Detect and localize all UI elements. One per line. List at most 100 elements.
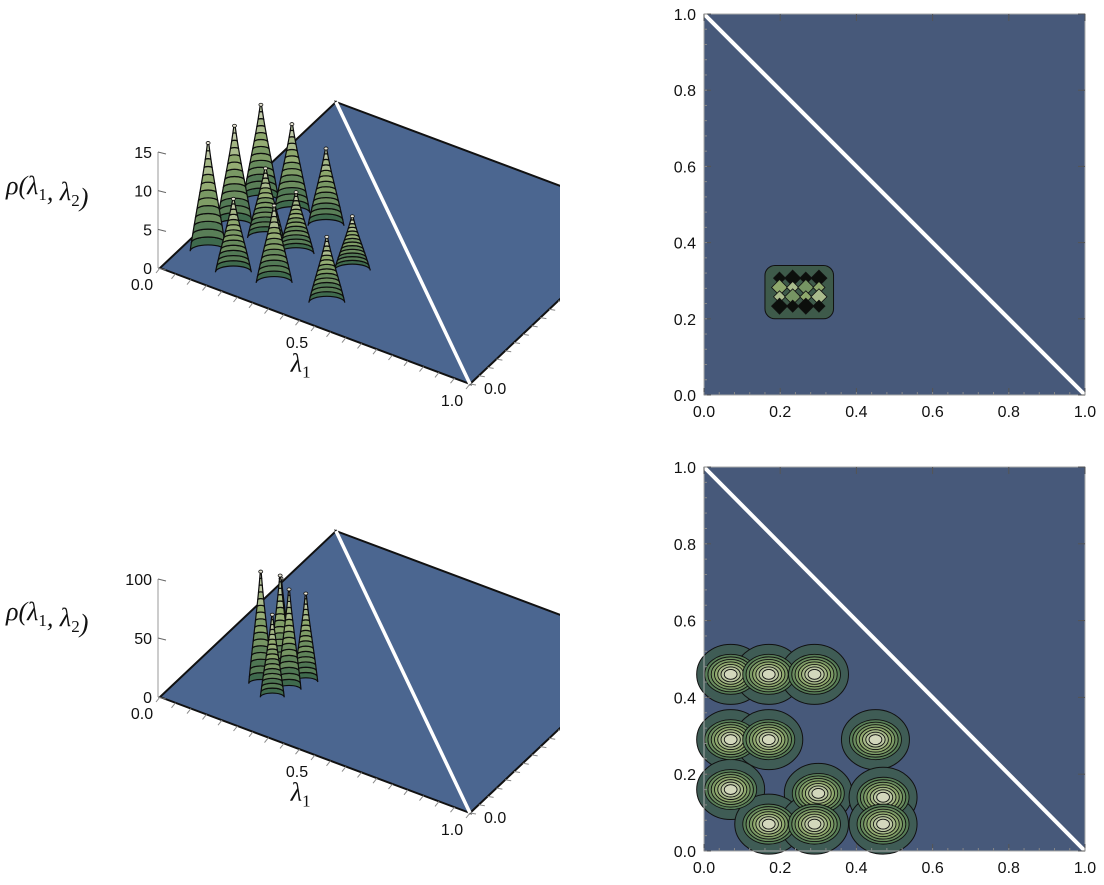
y-tick-label: 1.0 <box>674 460 696 477</box>
x-minor-tick <box>388 354 393 361</box>
y-tick-label: 0.0 <box>484 810 506 827</box>
y-minor-tick <box>513 342 521 344</box>
peak-band <box>254 611 267 621</box>
contour-peak <box>788 803 841 845</box>
x-minor-tick <box>372 348 378 355</box>
x-tick-label: 0.0 <box>131 277 153 294</box>
x-minor-tick <box>155 267 161 274</box>
peak-tip <box>271 203 277 208</box>
x-tick-label: 1.0 <box>441 822 463 839</box>
density-peak <box>293 591 319 683</box>
x-minor-tick <box>450 806 455 813</box>
contour-level <box>761 734 776 746</box>
y-tick-label: 0.2 <box>674 767 696 784</box>
peak-band <box>229 139 240 150</box>
x-axis-label: λ1 <box>290 349 311 382</box>
z-axis-label: ρ(λ1, λ2) <box>5 171 88 212</box>
contour-cell <box>786 299 800 313</box>
z-axis-label: ρ(λ1, λ2) <box>5 597 88 638</box>
x-minor-tick <box>248 302 254 309</box>
peak-band <box>262 172 269 180</box>
peak-band <box>277 581 283 590</box>
plot-frame <box>703 13 1086 396</box>
x-minor-tick <box>186 708 192 714</box>
peak-band <box>276 594 284 603</box>
contour-level <box>811 788 826 799</box>
peak-tip <box>258 569 264 574</box>
diagonal-line <box>702 12 1087 397</box>
peak-band <box>256 118 266 128</box>
x-tick-label: 1.0 <box>441 393 463 410</box>
y-tick-label: 0.0 <box>484 381 506 398</box>
peak-tip <box>205 141 211 145</box>
peak-band <box>231 132 238 142</box>
contour-level <box>807 818 822 830</box>
contour-plot-top: 0.0 0.2 0.4 0.6 0.8 1.0 0.0 0.2 0.4 0.6 0.8 1.0 <box>674 7 1096 421</box>
x-minor-tick <box>264 737 269 743</box>
x-minor-tick <box>155 696 161 703</box>
contour-level <box>876 791 890 803</box>
x-tick-label: 1.0 <box>1074 404 1096 421</box>
y-minor-tick <box>522 762 529 765</box>
x-minor-tick <box>326 760 331 767</box>
x-minor-tick <box>434 801 440 807</box>
diagonal-line <box>334 530 472 814</box>
density-peak <box>259 612 285 698</box>
y-minor-tick <box>487 366 494 369</box>
x-tick-label: 0.8 <box>998 860 1020 877</box>
peak-band <box>284 612 294 621</box>
x-minor-tick <box>465 383 471 390</box>
peak-band <box>322 153 330 161</box>
contour-peak <box>788 653 841 695</box>
peak-band <box>303 598 309 606</box>
x-minor-tick <box>310 325 316 332</box>
peak-band <box>257 591 265 600</box>
contour-level <box>761 668 776 680</box>
peak-tip <box>293 190 299 195</box>
peak-tip <box>303 591 309 596</box>
x-minor-tick <box>310 754 316 761</box>
contour-level <box>807 668 822 680</box>
y-minor-tick <box>540 317 547 320</box>
y-tick-label: 0.0 <box>674 844 696 861</box>
x-minor-tick <box>248 731 254 738</box>
contour-peak <box>856 803 910 845</box>
z-tick-label: 10 <box>134 184 152 201</box>
y-minor-tick <box>557 729 560 731</box>
diagonal-line <box>702 465 1087 853</box>
peak-tip <box>324 234 330 239</box>
x-tick-label: 0.5 <box>286 335 308 352</box>
y-minor-tick <box>557 300 560 302</box>
peak-band <box>204 150 212 160</box>
z-tick-label: 0 <box>143 690 152 707</box>
x-minor-tick <box>357 343 362 349</box>
x-minor-tick <box>403 789 409 796</box>
contour-level <box>723 668 738 680</box>
x-tick-label: 0.4 <box>845 860 867 877</box>
y-tick-label: 0.8 <box>674 537 696 554</box>
y-tick-label: 0.6 <box>674 159 696 176</box>
contour-peak <box>849 719 902 761</box>
x-tick-label: 1.0 <box>1074 860 1096 877</box>
contour-level <box>723 784 738 795</box>
x-minor-tick <box>326 331 331 338</box>
x-tick-label: 0.6 <box>921 860 943 877</box>
contour-peak <box>791 772 845 814</box>
contour-level <box>761 818 776 830</box>
x-tick-label: 0.0 <box>131 706 153 723</box>
z-tick <box>157 578 167 582</box>
x-minor-tick <box>202 285 207 291</box>
y-minor-tick <box>496 358 503 361</box>
peak-band <box>287 136 297 145</box>
x-tick-label: 0.0 <box>693 860 715 877</box>
peak-band <box>302 603 309 611</box>
x-tick-label: 0.4 <box>845 404 867 421</box>
peak-band <box>257 584 264 594</box>
contour-peak <box>704 653 758 695</box>
x-tick-label: 0.6 <box>921 404 943 421</box>
peak-tip <box>286 587 292 592</box>
y-minor-tick <box>522 333 529 336</box>
density-peak <box>255 203 293 284</box>
x-minor-tick <box>357 772 362 778</box>
